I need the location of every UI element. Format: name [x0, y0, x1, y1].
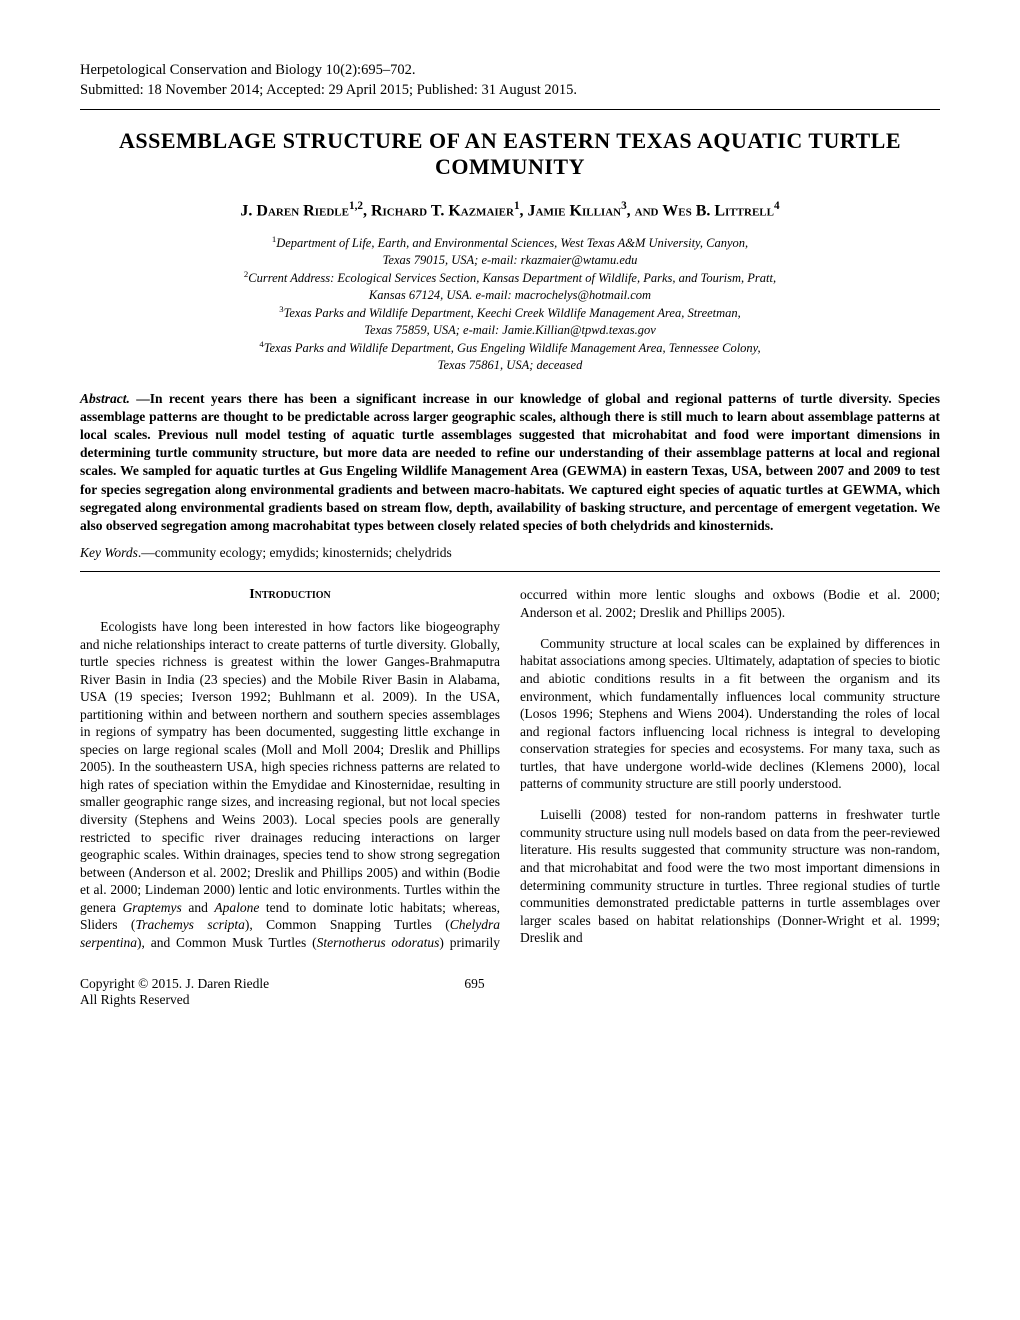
- footer-left: Copyright © 2015. J. Daren Riedle All Ri…: [80, 976, 269, 1008]
- affiliation-line: Texas 79015, USA; e-mail: rkazmaier@wtam…: [80, 252, 940, 269]
- authors-line: J. Daren Riedle1,2, Richard T. Kazmaier1…: [80, 200, 940, 220]
- affiliation-line: 1Department of Life, Earth, and Environm…: [80, 234, 940, 252]
- affiliations-block: 1Department of Life, Earth, and Environm…: [80, 234, 940, 374]
- divider-top: [80, 109, 940, 110]
- footer-right-spacer: [760, 976, 940, 1008]
- affiliation-line: Texas 75861, USA; deceased: [80, 357, 940, 374]
- affiliation-line: 4Texas Parks and Wildlife Department, Gu…: [80, 339, 940, 357]
- abstract-body: In recent years there has been a signifi…: [80, 391, 940, 534]
- abstract-label: Abstract.: [80, 391, 130, 406]
- journal-citation: Herpetological Conservation and Biology …: [80, 60, 940, 80]
- section-heading-introduction: Introduction: [80, 586, 500, 604]
- affiliation-line: 3Texas Parks and Wildlife Department, Ke…: [80, 304, 940, 322]
- affiliation-line: 2Current Address: Ecological Services Se…: [80, 269, 940, 287]
- page-footer: Copyright © 2015. J. Daren Riedle All Ri…: [80, 976, 940, 1008]
- abstract-dash: —: [130, 391, 150, 406]
- keywords-body: community ecology; emydids; kinosternids…: [155, 545, 452, 560]
- article-title: ASSEMBLAGE STRUCTURE OF AN EASTERN TEXAS…: [80, 128, 940, 180]
- journal-header: Herpetological Conservation and Biology …: [80, 60, 940, 101]
- title-line-1: ASSEMBLAGE STRUCTURE OF AN EASTERN TEXAS…: [119, 128, 901, 153]
- submission-dates: Submitted: 18 November 2014; Accepted: 2…: [80, 80, 940, 100]
- copyright-line: Copyright © 2015. J. Daren Riedle: [80, 976, 269, 992]
- abstract-block: Abstract. —In recent years there has bee…: [80, 390, 940, 536]
- body-columns: Introduction Ecologists have long been i…: [80, 586, 940, 955]
- keywords-line: Key Words.—community ecology; emydids; k…: [80, 545, 940, 561]
- page-number: 695: [464, 976, 484, 1008]
- rights-line: All Rights Reserved: [80, 992, 269, 1008]
- page-root: Herpetological Conservation and Biology …: [0, 0, 1020, 1048]
- affiliation-line: Texas 75859, USA; e-mail: Jamie.Killian@…: [80, 322, 940, 339]
- body-text: Ecologists have long been interested in …: [80, 586, 940, 955]
- title-line-2: COMMUNITY: [435, 154, 585, 179]
- keywords-sep: .—: [138, 545, 155, 560]
- keywords-label: Key Words: [80, 545, 138, 560]
- affiliation-line: Kansas 67124, USA. e-mail: macrochelys@h…: [80, 287, 940, 304]
- divider-bottom: [80, 571, 940, 572]
